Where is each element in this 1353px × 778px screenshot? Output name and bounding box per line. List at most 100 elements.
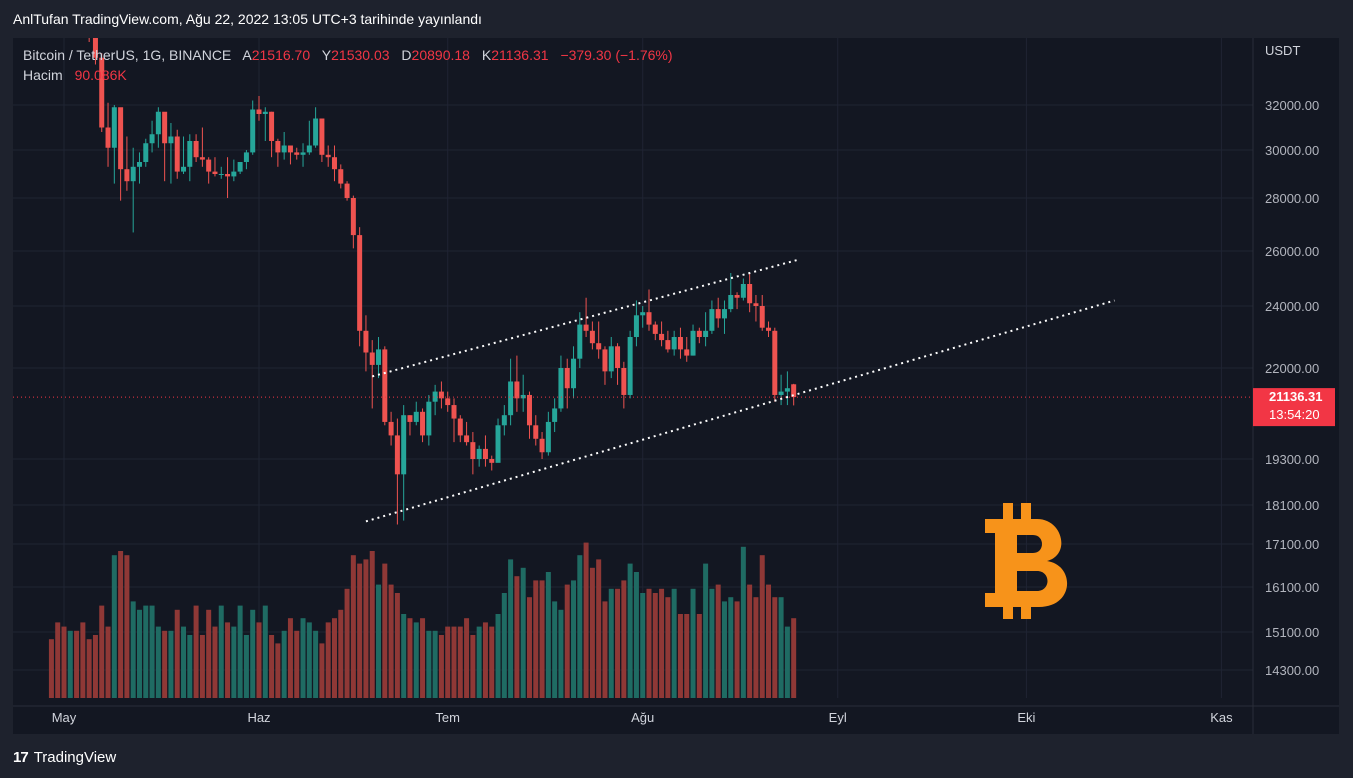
candle bbox=[256, 96, 262, 121]
channel-upper-line bbox=[371, 258, 801, 378]
candle bbox=[162, 111, 168, 182]
volume-bar bbox=[621, 580, 627, 698]
volume-bar bbox=[665, 597, 671, 698]
candle bbox=[275, 138, 281, 167]
volume-bar bbox=[426, 630, 432, 698]
legend-low-label: D bbox=[401, 47, 412, 63]
candle bbox=[791, 383, 797, 406]
volume-bar bbox=[382, 563, 388, 698]
time-tick-label: May bbox=[52, 710, 77, 725]
candle-body bbox=[703, 330, 709, 337]
volume-bar bbox=[627, 563, 633, 698]
candle bbox=[313, 107, 319, 148]
candlestick-chart[interactable]: USDT 32000.00 30000.00 28000.00 26000.00 2400… bbox=[13, 38, 1339, 734]
volume-bar bbox=[162, 630, 168, 698]
candle bbox=[552, 398, 558, 433]
candle bbox=[646, 289, 652, 331]
candle-body bbox=[545, 421, 551, 453]
candle-body bbox=[168, 136, 174, 144]
candle bbox=[482, 435, 488, 467]
volume-bar bbox=[231, 626, 237, 698]
candle-body bbox=[791, 384, 797, 398]
volume-bar bbox=[287, 618, 293, 698]
candle-body bbox=[778, 391, 784, 395]
candle bbox=[193, 134, 199, 162]
volume-bar bbox=[105, 626, 111, 698]
candle-body bbox=[709, 309, 715, 331]
volume-bar bbox=[747, 584, 753, 698]
candle bbox=[92, 38, 98, 65]
candle bbox=[558, 355, 564, 412]
candle bbox=[432, 384, 438, 416]
tradingview-footer[interactable]: 17 TradingView bbox=[13, 745, 116, 769]
candle bbox=[300, 143, 306, 167]
candle-body bbox=[740, 284, 746, 298]
volume-bar bbox=[715, 584, 721, 698]
price-tick-label: 30000.00 bbox=[1265, 143, 1319, 158]
legend-volume-label[interactable]: Hacim bbox=[23, 67, 63, 83]
candle-body bbox=[438, 391, 444, 399]
candle-body bbox=[659, 333, 665, 341]
candle-body bbox=[784, 388, 790, 392]
candle bbox=[772, 327, 778, 402]
candle bbox=[728, 273, 734, 313]
candle bbox=[331, 145, 337, 182]
candle-body bbox=[747, 284, 753, 304]
candle-body bbox=[262, 111, 268, 114]
volume-bar bbox=[652, 593, 658, 698]
candle bbox=[696, 327, 702, 344]
candle-body bbox=[357, 235, 363, 331]
legend-open-label: A bbox=[242, 47, 252, 63]
volume-bar bbox=[237, 605, 243, 698]
candle-body bbox=[143, 143, 149, 162]
volume-bar bbox=[67, 630, 73, 698]
candle bbox=[703, 312, 709, 347]
candle-body bbox=[766, 327, 772, 331]
chart-area[interactable]: USDT 32000.00 30000.00 28000.00 26000.00 2400… bbox=[13, 38, 1339, 734]
price-axis: USDT 32000.00 30000.00 28000.00 26000.00 2400… bbox=[1252, 38, 1335, 734]
candle-body bbox=[646, 312, 652, 325]
candle bbox=[88, 38, 90, 42]
time-axis: May Haz Tem Ağu Eyl Eki Kas bbox=[13, 705, 1339, 725]
volume-bar bbox=[281, 630, 287, 698]
candle bbox=[426, 394, 432, 446]
candle bbox=[306, 120, 312, 155]
candle bbox=[99, 53, 105, 132]
last-price-value: 21136.31 bbox=[1269, 389, 1323, 404]
volume-bar bbox=[766, 584, 772, 698]
volume-bars bbox=[48, 542, 797, 698]
candle bbox=[243, 150, 249, 170]
volume-bar bbox=[703, 563, 709, 698]
legend-close-label: K bbox=[481, 47, 492, 63]
volume-bar bbox=[262, 605, 268, 698]
volume-bar bbox=[571, 580, 577, 698]
candle bbox=[671, 330, 677, 356]
candle-body bbox=[231, 171, 237, 177]
volume-bar bbox=[344, 588, 350, 698]
candle-body bbox=[350, 198, 356, 236]
legend-symbol[interactable]: Bitcoin / TetherUS, 1G, BINANCE bbox=[23, 47, 232, 63]
candle bbox=[111, 105, 117, 184]
candle bbox=[577, 312, 583, 368]
volume-bar bbox=[589, 567, 595, 698]
candle bbox=[325, 145, 331, 167]
candle bbox=[684, 337, 690, 362]
candle bbox=[187, 134, 193, 182]
candle bbox=[174, 129, 180, 179]
volume-bar bbox=[325, 622, 331, 698]
volume-bar bbox=[577, 555, 583, 698]
candle-body bbox=[388, 421, 394, 436]
candle bbox=[615, 343, 621, 385]
candle bbox=[231, 159, 237, 182]
volume-bar bbox=[413, 622, 419, 698]
candle-body bbox=[684, 349, 690, 356]
legend-high-label: Y bbox=[321, 47, 332, 63]
candle-body bbox=[539, 438, 545, 453]
candle-body bbox=[671, 337, 677, 350]
volume-bar bbox=[501, 593, 507, 698]
candle-body bbox=[319, 118, 325, 155]
bitcoin-logo-part bbox=[1021, 503, 1031, 525]
bitcoin-logo-part bbox=[985, 519, 1068, 607]
volume-bar bbox=[432, 630, 438, 698]
candle bbox=[640, 306, 646, 328]
